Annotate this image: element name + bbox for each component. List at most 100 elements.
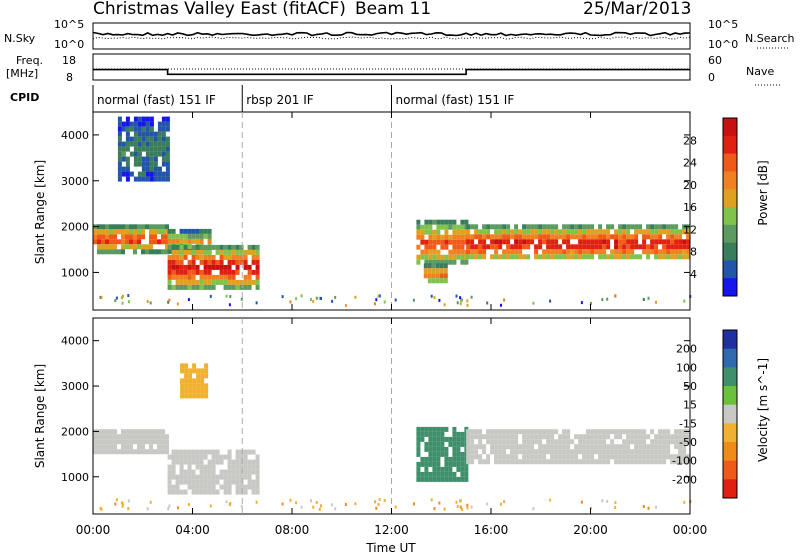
power-cell [141, 136, 146, 142]
power-cell [133, 229, 137, 235]
velocity-cell [670, 459, 675, 465]
velocity-cell [191, 449, 196, 455]
velocity-cell [482, 449, 487, 455]
power-cell [670, 234, 675, 240]
velocity-cell [180, 393, 185, 399]
power-cell [195, 244, 200, 250]
power-cell [113, 229, 117, 235]
power-cell [157, 224, 161, 230]
power-cell [674, 234, 679, 240]
velocity-cell [610, 429, 615, 435]
power-cell [191, 254, 196, 260]
power-cell [153, 229, 157, 235]
velocity-cell [534, 454, 539, 460]
velocity-cell [614, 444, 619, 450]
power-cell [466, 249, 471, 255]
velocity-cell [464, 466, 469, 472]
velocity-cell [113, 439, 117, 445]
velocity-cell [204, 388, 209, 394]
power-noise-cell [459, 296, 462, 300]
power-cell [199, 254, 204, 260]
velocity-cell [618, 434, 623, 440]
velocity-cell [530, 444, 535, 450]
power-cell [227, 274, 232, 280]
velocity-cell [432, 446, 437, 452]
power-cell [129, 126, 134, 132]
velocity-cell [522, 429, 527, 435]
power-cell [157, 239, 161, 245]
velocity-cell [420, 471, 425, 477]
power-cell [460, 234, 465, 240]
power-cell [149, 151, 154, 157]
velocity-noise-cell [240, 504, 243, 508]
power-cell [498, 239, 503, 245]
power-cell [165, 141, 170, 147]
power-cell [247, 274, 252, 280]
power-cell [171, 249, 176, 255]
velocity-cell [526, 439, 531, 445]
velocity-cell [235, 454, 240, 460]
velocity-colorbar-tick: 15 [683, 399, 697, 412]
velocity-cell [464, 471, 469, 477]
velocity-cell [184, 383, 189, 389]
velocity-cell [200, 388, 205, 394]
power-cell [117, 249, 121, 255]
power-cell [674, 244, 679, 250]
power-cell [682, 249, 687, 255]
power-cell [183, 269, 188, 275]
power-cell [424, 219, 429, 225]
power-cell [179, 284, 184, 290]
power-cell [165, 136, 170, 142]
power-cell [443, 263, 448, 269]
velocity-cell [184, 393, 189, 399]
velocity-cell [440, 426, 445, 432]
velocity-cell [662, 454, 667, 460]
power-colorbar-tick: 4 [690, 268, 697, 281]
velocity-noise-cell [642, 504, 645, 508]
power-cell [618, 229, 623, 235]
velocity-cell [157, 439, 161, 445]
power-noise-cell [642, 297, 645, 301]
velocity-cell [590, 434, 595, 440]
velocity-cell [207, 489, 212, 495]
velocity-cell [251, 484, 256, 490]
velocity-cell [97, 444, 101, 450]
velocity-cell [602, 449, 607, 455]
power-noise-cell [438, 298, 441, 302]
power-noise-cell [532, 301, 535, 305]
velocity-cell [514, 444, 519, 450]
power-cell [614, 249, 619, 255]
velocity-cell [195, 449, 200, 455]
velocity-cell [125, 439, 129, 445]
power-cell [121, 146, 126, 152]
power-cell [474, 234, 479, 240]
power-cell [141, 156, 146, 162]
velocity-cell [219, 474, 224, 480]
power-cell [452, 234, 457, 240]
power-cell [137, 116, 142, 122]
velocity-cell [506, 429, 511, 435]
velocity-cell [444, 426, 449, 432]
velocity-cell [678, 439, 683, 445]
power-cell [191, 264, 196, 270]
power-cell [153, 249, 157, 255]
power-cell [117, 116, 122, 122]
power-cell [141, 166, 146, 172]
power-cell [161, 116, 166, 122]
power-cell [498, 244, 503, 250]
velocity-cell [207, 469, 212, 475]
power-cell [678, 229, 683, 235]
power-cell [494, 239, 499, 245]
power-cell [642, 244, 647, 250]
power-cell [654, 224, 659, 230]
velocity-cell [247, 474, 252, 480]
power-cell [211, 279, 216, 285]
velocity-cell [510, 439, 515, 445]
power-cell [195, 233, 200, 239]
nsky-tick-bottom: 10^0 [54, 38, 84, 51]
velocity-cell [440, 466, 445, 472]
power-cell [215, 274, 220, 280]
velocity-cell [598, 434, 603, 440]
power-cell [149, 121, 154, 127]
power-noise-cell [470, 295, 473, 299]
